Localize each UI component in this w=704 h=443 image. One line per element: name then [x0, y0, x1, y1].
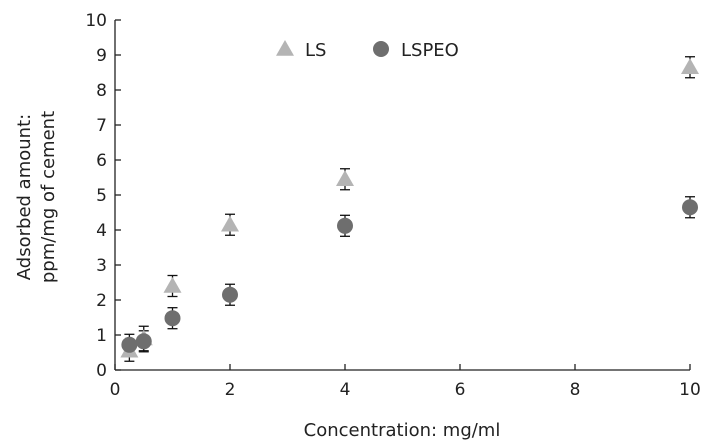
y-tick-label: 3 [96, 256, 107, 276]
x-axis-title: Concentration: mg/ml [304, 420, 501, 441]
point-ls [336, 170, 354, 186]
point-lspeo [337, 217, 353, 234]
x-tick-label: 0 [110, 380, 121, 400]
legend-label-lspeo: LSPEO [401, 40, 459, 61]
legend-marker-ls [276, 40, 294, 56]
y-axis-title-line-1: Adsorbed amount: [14, 114, 35, 280]
y-tick-label: 8 [96, 81, 107, 101]
point-lspeo [164, 310, 181, 327]
legend-item-ls: LS [276, 40, 326, 61]
y-tick-label: 5 [96, 186, 107, 206]
y-tick-label: 6 [96, 151, 107, 171]
y-tick-label: 9 [96, 46, 107, 66]
legend: LS LSPEO [276, 40, 459, 61]
y-tick-label: 4 [96, 221, 107, 241]
point-ls [681, 58, 699, 74]
legend-label-ls: LS [305, 40, 326, 61]
tick-marks: 0 1 2 3 4 5 6 7 8 9 10 0 2 4 6 8 10 [85, 11, 700, 400]
axes [114, 20, 690, 371]
x-tick-label: 6 [455, 380, 466, 400]
point-lspeo [135, 333, 152, 350]
x-tick-label: 2 [225, 380, 236, 400]
legend-item-lspeo: LSPEO [373, 40, 459, 61]
y-tick-label: 1 [96, 326, 107, 346]
y-axis-title-line-2: ppm/mg of cement [38, 111, 59, 283]
x-tick-label: 4 [340, 380, 351, 400]
y-tick-label: 0 [96, 361, 107, 381]
legend-marker-lspeo [373, 41, 389, 57]
point-ls [163, 277, 182, 293]
error-bars [124, 56, 695, 362]
point-lspeo [222, 286, 238, 303]
y-tick-label: 2 [96, 291, 107, 311]
y-tick-label: 7 [96, 116, 107, 136]
data-points [120, 58, 699, 358]
x-tick-label: 8 [570, 380, 581, 400]
x-tick-label: 10 [679, 380, 701, 400]
point-lspeo [682, 199, 698, 216]
point-ls [221, 215, 239, 232]
point-lspeo [121, 336, 138, 353]
y-tick-label: 10 [85, 11, 107, 31]
